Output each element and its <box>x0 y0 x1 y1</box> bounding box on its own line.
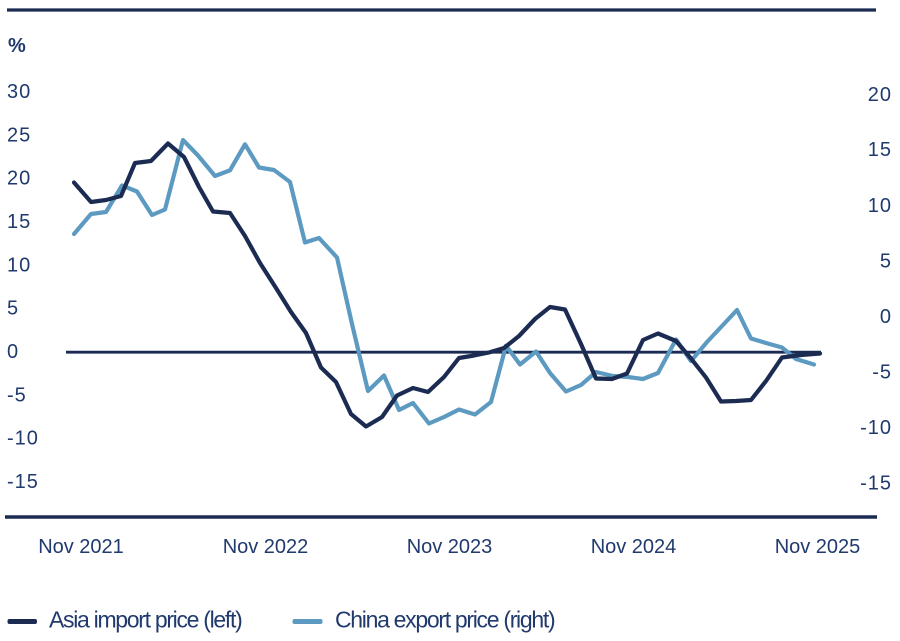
svg-text:20: 20 <box>7 168 31 190</box>
svg-text:China export price (right): China export price (right) <box>335 607 555 633</box>
svg-text:5: 5 <box>880 250 892 272</box>
svg-text:-15: -15 <box>860 473 892 495</box>
svg-text:Nov 2021: Nov 2021 <box>38 536 124 558</box>
svg-text:10: 10 <box>868 195 892 217</box>
svg-text:15: 15 <box>7 211 31 233</box>
svg-text:Nov 2023: Nov 2023 <box>407 536 493 558</box>
svg-text:-5: -5 <box>7 384 27 406</box>
svg-text:Asia import price (left): Asia import price (left) <box>49 607 242 633</box>
svg-text:5: 5 <box>7 298 19 320</box>
svg-text:10: 10 <box>7 255 31 277</box>
svg-text:Nov 2025: Nov 2025 <box>775 536 861 558</box>
svg-text:15: 15 <box>868 139 892 161</box>
svg-text:30: 30 <box>7 81 31 103</box>
svg-text:Nov 2024: Nov 2024 <box>591 536 677 558</box>
svg-text:Nov 2022: Nov 2022 <box>223 536 309 558</box>
svg-text:-10: -10 <box>7 428 39 450</box>
svg-text:%: % <box>8 35 26 57</box>
svg-text:0: 0 <box>880 306 892 328</box>
svg-text:20: 20 <box>868 84 892 106</box>
svg-text:25: 25 <box>7 124 31 146</box>
svg-text:0: 0 <box>7 341 19 363</box>
svg-text:-5: -5 <box>872 361 892 383</box>
svg-text:-15: -15 <box>7 471 39 493</box>
svg-text:-10: -10 <box>860 417 892 439</box>
